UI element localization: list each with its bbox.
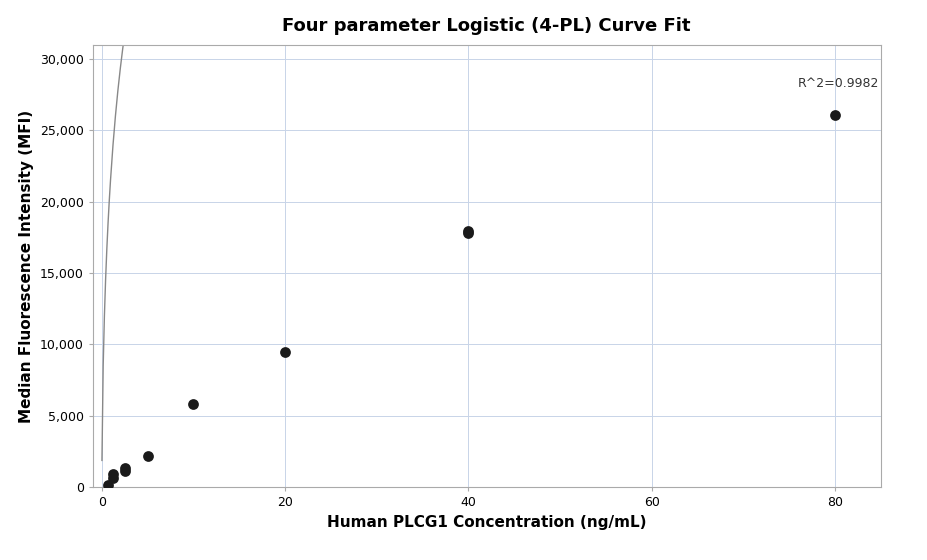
Point bbox=[106, 469, 121, 478]
Point bbox=[278, 348, 293, 357]
Point bbox=[118, 466, 133, 475]
Point bbox=[828, 110, 843, 119]
X-axis label: Human PLCG1 Concentration (ng/mL): Human PLCG1 Concentration (ng/mL) bbox=[327, 515, 646, 530]
Y-axis label: Median Fluorescence Intensity (MFI): Median Fluorescence Intensity (MFI) bbox=[19, 109, 34, 423]
Point bbox=[186, 400, 201, 409]
Point bbox=[461, 228, 476, 237]
Point bbox=[100, 480, 115, 489]
Title: Four parameter Logistic (4-PL) Curve Fit: Four parameter Logistic (4-PL) Curve Fit bbox=[283, 17, 691, 35]
Point bbox=[140, 451, 155, 460]
Point bbox=[461, 227, 476, 236]
Text: R^2=0.9982: R^2=0.9982 bbox=[798, 77, 880, 91]
Point bbox=[118, 464, 133, 473]
Point bbox=[106, 473, 121, 482]
